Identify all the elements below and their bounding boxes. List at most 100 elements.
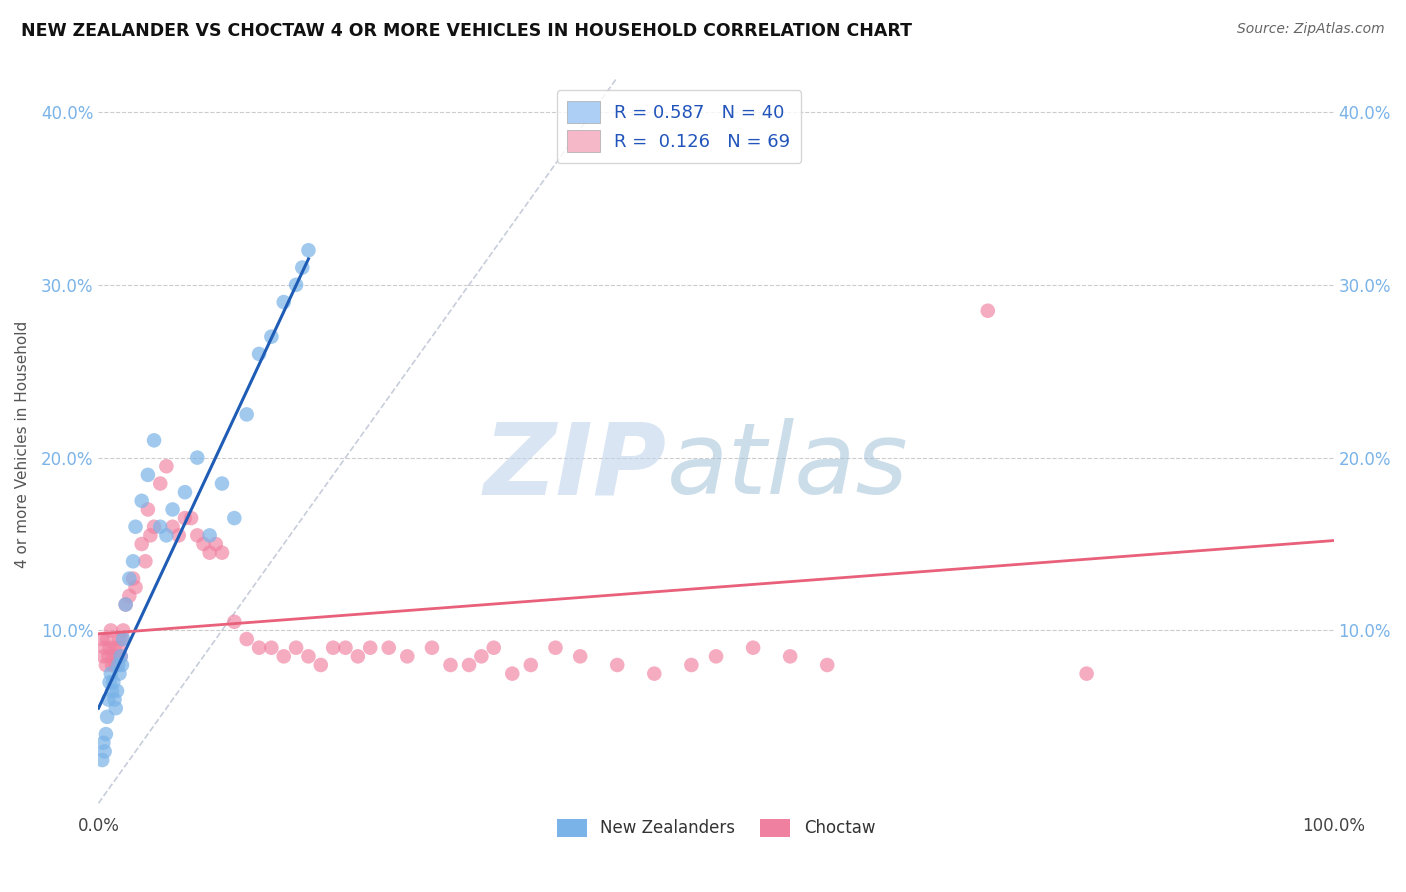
Text: atlas: atlas [666, 418, 908, 516]
Point [112, 624, 135, 638]
Point [105, 649, 128, 664]
Point [131, 493, 153, 508]
Point [118, 589, 141, 603]
Point [107, 658, 129, 673]
Point [297, 244, 319, 258]
Point [347, 649, 370, 664]
Point [359, 640, 381, 655]
Point [143, 434, 166, 448]
Point [91, 753, 114, 767]
Point [114, 598, 136, 612]
Point [103, 649, 125, 664]
Point [100, 666, 122, 681]
Legend: New Zealanders, Choctaw: New Zealanders, Choctaw [550, 812, 882, 844]
Point [520, 658, 543, 673]
Point [96, 632, 118, 646]
Point [134, 554, 156, 568]
Point [482, 640, 505, 655]
Point [111, 632, 134, 646]
Point [98, 640, 121, 655]
Point [193, 537, 215, 551]
Point [107, 640, 129, 655]
Point [569, 649, 592, 664]
Point [224, 511, 246, 525]
Point [198, 546, 221, 560]
Point [606, 658, 628, 673]
Point [260, 329, 283, 343]
Point [93, 744, 115, 758]
Point [204, 537, 226, 551]
Point [224, 615, 246, 629]
Point [139, 528, 162, 542]
Point [108, 632, 131, 646]
Point [110, 649, 132, 664]
Point [136, 467, 159, 482]
Point [94, 727, 117, 741]
Point [104, 658, 127, 673]
Point [124, 580, 146, 594]
Point [174, 485, 197, 500]
Point [211, 546, 233, 560]
Point [110, 649, 132, 664]
Point [122, 554, 145, 568]
Point [143, 520, 166, 534]
Point [291, 260, 314, 275]
Point [149, 520, 172, 534]
Point [155, 459, 177, 474]
Point [100, 624, 122, 638]
Point [235, 632, 257, 646]
Point [501, 666, 523, 681]
Point [273, 295, 295, 310]
Text: ZIP: ZIP [484, 418, 666, 516]
Point [377, 640, 399, 655]
Point [260, 640, 283, 655]
Point [285, 277, 308, 292]
Point [420, 640, 443, 655]
Point [247, 640, 270, 655]
Point [101, 684, 124, 698]
Point [131, 537, 153, 551]
Point [101, 658, 124, 673]
Point [235, 408, 257, 422]
Point [198, 528, 221, 542]
Point [149, 476, 172, 491]
Point [93, 736, 115, 750]
Point [167, 528, 190, 542]
Point [470, 649, 492, 664]
Point [103, 675, 125, 690]
Point [174, 511, 197, 525]
Point [114, 598, 136, 612]
Point [186, 528, 208, 542]
Point [779, 649, 801, 664]
Point [681, 658, 703, 673]
Point [186, 450, 208, 465]
Point [439, 658, 461, 673]
Point [544, 640, 567, 655]
Point [180, 511, 202, 525]
Point [977, 303, 1000, 318]
Point [105, 684, 128, 698]
Point [704, 649, 727, 664]
Point [111, 658, 134, 673]
Point [124, 520, 146, 534]
Point [211, 476, 233, 491]
Point [162, 520, 184, 534]
Point [94, 658, 117, 673]
Point [136, 502, 159, 516]
Point [297, 649, 319, 664]
Point [93, 640, 115, 655]
Y-axis label: 4 or more Vehicles in Household: 4 or more Vehicles in Household [15, 321, 30, 568]
Point [162, 502, 184, 516]
Point [118, 572, 141, 586]
Point [815, 658, 838, 673]
Point [93, 649, 115, 664]
Point [91, 632, 114, 646]
Point [458, 658, 481, 673]
Point [97, 692, 120, 706]
Point [335, 640, 357, 655]
Text: Source: ZipAtlas.com: Source: ZipAtlas.com [1237, 22, 1385, 37]
Point [322, 640, 344, 655]
Point [112, 632, 135, 646]
Point [155, 528, 177, 542]
Point [285, 640, 308, 655]
